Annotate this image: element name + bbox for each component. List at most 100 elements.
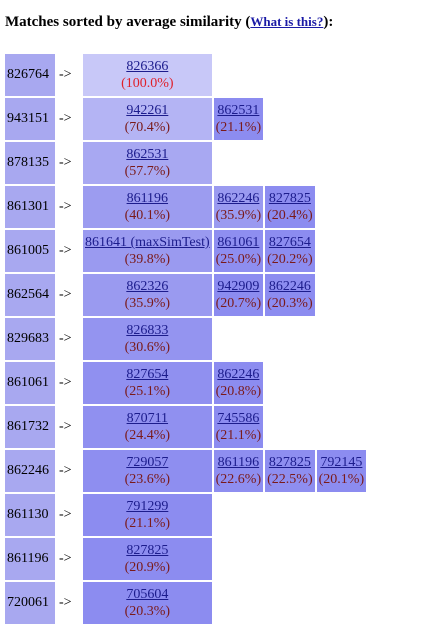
match-link[interactable]: 827654 xyxy=(268,235,311,250)
match-cell: 745586 (21.1%) xyxy=(213,406,264,448)
similarity-percent: (57.7%) xyxy=(124,164,171,179)
source-id: 861061 xyxy=(5,362,55,404)
similarity-percent: (39.8%) xyxy=(124,252,171,267)
match-cell: 827654 (20.2%) xyxy=(265,230,315,272)
match-link[interactable]: 942261 xyxy=(126,103,169,118)
match-link[interactable]: 862246 xyxy=(217,367,260,382)
similarity-percent: (20.9%) xyxy=(124,560,171,575)
table-row: 861005 -> 861641 (maxSimTest) (39.8%) 861061… xyxy=(5,230,366,272)
table-row: 878135 -> 862531 (57.7%) xyxy=(5,142,366,184)
match-cell: 827654 (25.1%) xyxy=(83,362,212,404)
similarity-percent: (20.8%) xyxy=(215,384,262,399)
match-link[interactable]: 862246 xyxy=(268,279,311,294)
page-heading: Matches sorted by average similarity (Wh… xyxy=(5,14,333,31)
match-cell: 862531 (21.1%) xyxy=(213,98,264,140)
source-id: 826764 xyxy=(5,54,55,96)
similarity-percent: (20.4%) xyxy=(267,208,313,223)
match-link[interactable]: 870711 xyxy=(126,411,169,426)
similarity-percent: (23.6%) xyxy=(124,472,171,487)
heading-prefix: Matches sorted by average similarity ( xyxy=(5,14,251,30)
empty-cell xyxy=(317,142,367,184)
arrow: -> xyxy=(59,155,72,170)
empty-cell xyxy=(265,98,315,140)
empty-cell xyxy=(317,406,367,448)
match-link[interactable]: 942909 xyxy=(217,279,260,294)
match-link[interactable]: 826833 xyxy=(126,323,169,338)
match-link[interactable]: 861196 xyxy=(126,191,169,206)
match-link[interactable]: 827654 xyxy=(126,367,169,382)
similarity-percent: (21.1%) xyxy=(124,516,171,531)
arrow: -> xyxy=(59,287,72,302)
match-cell: 861196 (22.6%) xyxy=(213,450,264,492)
arrow: -> xyxy=(59,551,72,566)
match-link[interactable]: 862326 xyxy=(126,279,169,294)
source-id: 862564 xyxy=(5,274,55,316)
empty-cell xyxy=(265,538,315,580)
match-link[interactable]: 861061 xyxy=(217,235,260,250)
similarity-percent: (70.4%) xyxy=(124,120,171,135)
similarity-percent: (25.0%) xyxy=(215,252,262,267)
match-link[interactable]: 862531 xyxy=(126,147,169,162)
empty-cell xyxy=(317,538,367,580)
source-id: 861301 xyxy=(5,186,55,228)
match-cell: 861641 (maxSimTest) (39.8%) xyxy=(83,230,212,272)
empty-cell xyxy=(214,142,264,184)
match-link[interactable]: 861641 (maxSimTest) xyxy=(85,235,210,250)
arrow: -> xyxy=(59,243,72,258)
table-row: 826764 -> 826366 (100.0%) xyxy=(5,54,366,96)
match-link[interactable]: 827825 xyxy=(268,455,311,470)
match-cell: 705604 (20.3%) xyxy=(83,582,212,624)
match-link[interactable]: 792145 xyxy=(320,455,363,470)
table-row: 862246 -> 729057 (23.6%) 861196 (22.6%) 827825… xyxy=(5,450,367,492)
match-link[interactable]: 862246 xyxy=(217,191,260,206)
match-link[interactable]: 826366 xyxy=(126,59,169,74)
match-cell: 827825 (20.9%) xyxy=(83,538,212,580)
arrow: -> xyxy=(59,595,72,610)
similarity-percent: (100.0%) xyxy=(121,76,174,91)
match-link[interactable]: 861196 xyxy=(217,455,260,470)
empty-cell xyxy=(214,538,264,580)
empty-cell xyxy=(317,274,367,316)
source-id: 862246 xyxy=(5,450,55,492)
match-link[interactable]: 791299 xyxy=(126,499,169,514)
match-cell: 861061 (25.0%) xyxy=(213,230,264,272)
match-cell: 827825 (22.5%) xyxy=(265,450,315,492)
similarity-percent: (22.5%) xyxy=(267,472,313,487)
arrow: -> xyxy=(59,463,72,478)
what-is-this-link[interactable]: What is this? xyxy=(250,14,324,29)
arrow: -> xyxy=(59,67,72,82)
empty-cell xyxy=(265,142,315,184)
match-cell: 729057 (23.6%) xyxy=(83,450,212,492)
heading-suffix: ): xyxy=(323,14,334,30)
arrow: -> xyxy=(59,419,72,434)
empty-cell xyxy=(317,494,367,536)
empty-cell xyxy=(317,186,367,228)
table-row: 862564 -> 862326 (35.9%) 942909 (20.7%) 862246… xyxy=(5,274,366,316)
match-link[interactable]: 827825 xyxy=(126,543,169,558)
match-cell: 942909 (20.7%) xyxy=(213,274,264,316)
similarity-percent: (22.6%) xyxy=(215,472,262,487)
match-cell: 792145 (20.1%) xyxy=(316,450,367,492)
similarity-percent: (20.3%) xyxy=(124,604,171,619)
match-link[interactable]: 827825 xyxy=(268,191,311,206)
source-id: 829683 xyxy=(5,318,55,360)
match-link[interactable]: 705604 xyxy=(126,587,169,602)
empty-cell xyxy=(317,318,367,360)
source-id: 861196 xyxy=(5,538,55,580)
match-cell: 862246 (20.3%) xyxy=(265,274,315,316)
match-cell: 791299 (21.1%) xyxy=(83,494,212,536)
arrow: -> xyxy=(59,507,72,522)
match-link[interactable]: 862531 xyxy=(217,103,260,118)
similarity-percent: (20.3%) xyxy=(267,296,313,311)
match-link[interactable]: 729057 xyxy=(126,455,169,470)
table-row: 943151 -> 942261 (70.4%) 862531 (21.1%) xyxy=(5,98,366,140)
similarity-percent: (20.7%) xyxy=(215,296,262,311)
similarity-percent: (20.1%) xyxy=(318,472,365,487)
match-link[interactable]: 745586 xyxy=(217,411,260,426)
match-cell: 862531 (57.7%) xyxy=(83,142,212,184)
similarity-percent: (20.2%) xyxy=(267,252,313,267)
empty-cell xyxy=(317,54,367,96)
empty-cell xyxy=(265,494,315,536)
match-cell: 942261 (70.4%) xyxy=(83,98,212,140)
match-cell: 862246 (20.8%) xyxy=(213,362,264,404)
